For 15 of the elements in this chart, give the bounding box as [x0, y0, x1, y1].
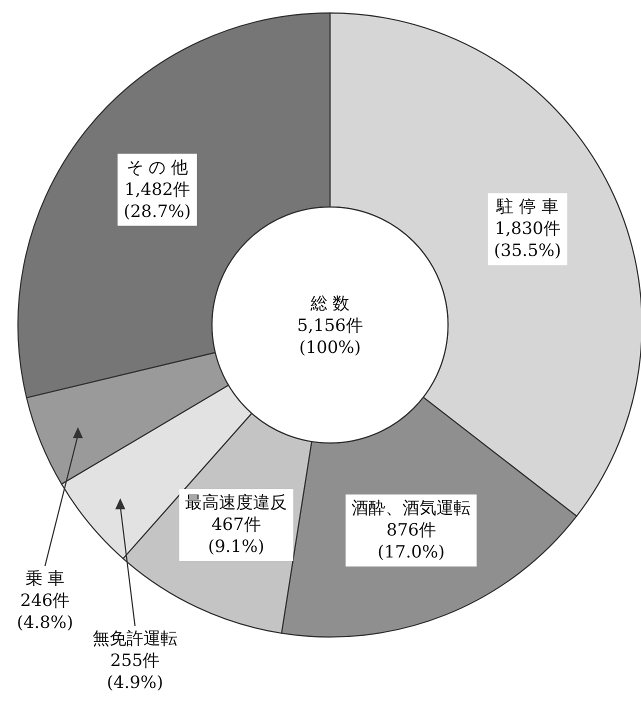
text: 5,156件	[297, 316, 363, 336]
slice-label: 無免許運転	[92, 629, 178, 649]
text: 総 数	[309, 294, 350, 314]
data-label: 467件 (9.1%)	[208, 514, 264, 557]
slice-label: 酒酔、酒気運転	[352, 498, 471, 518]
slice-label: 乗 車	[25, 569, 65, 589]
text: (100%)	[299, 338, 361, 358]
slice-label: 最高速度違反	[185, 492, 288, 513]
data-label: 1,830件 (35.5%)	[494, 219, 562, 262]
data-label: 255件 (4.9%)	[106, 651, 164, 693]
data-label: 246件 (4.8%)	[16, 591, 74, 633]
data-label: 1,482件 (28.7%)	[124, 180, 191, 222]
data-label: 876件 (17.0%)	[378, 520, 445, 562]
slice-label: そ の 他	[126, 158, 188, 178]
slice-label: 駐 停 車	[496, 197, 558, 218]
